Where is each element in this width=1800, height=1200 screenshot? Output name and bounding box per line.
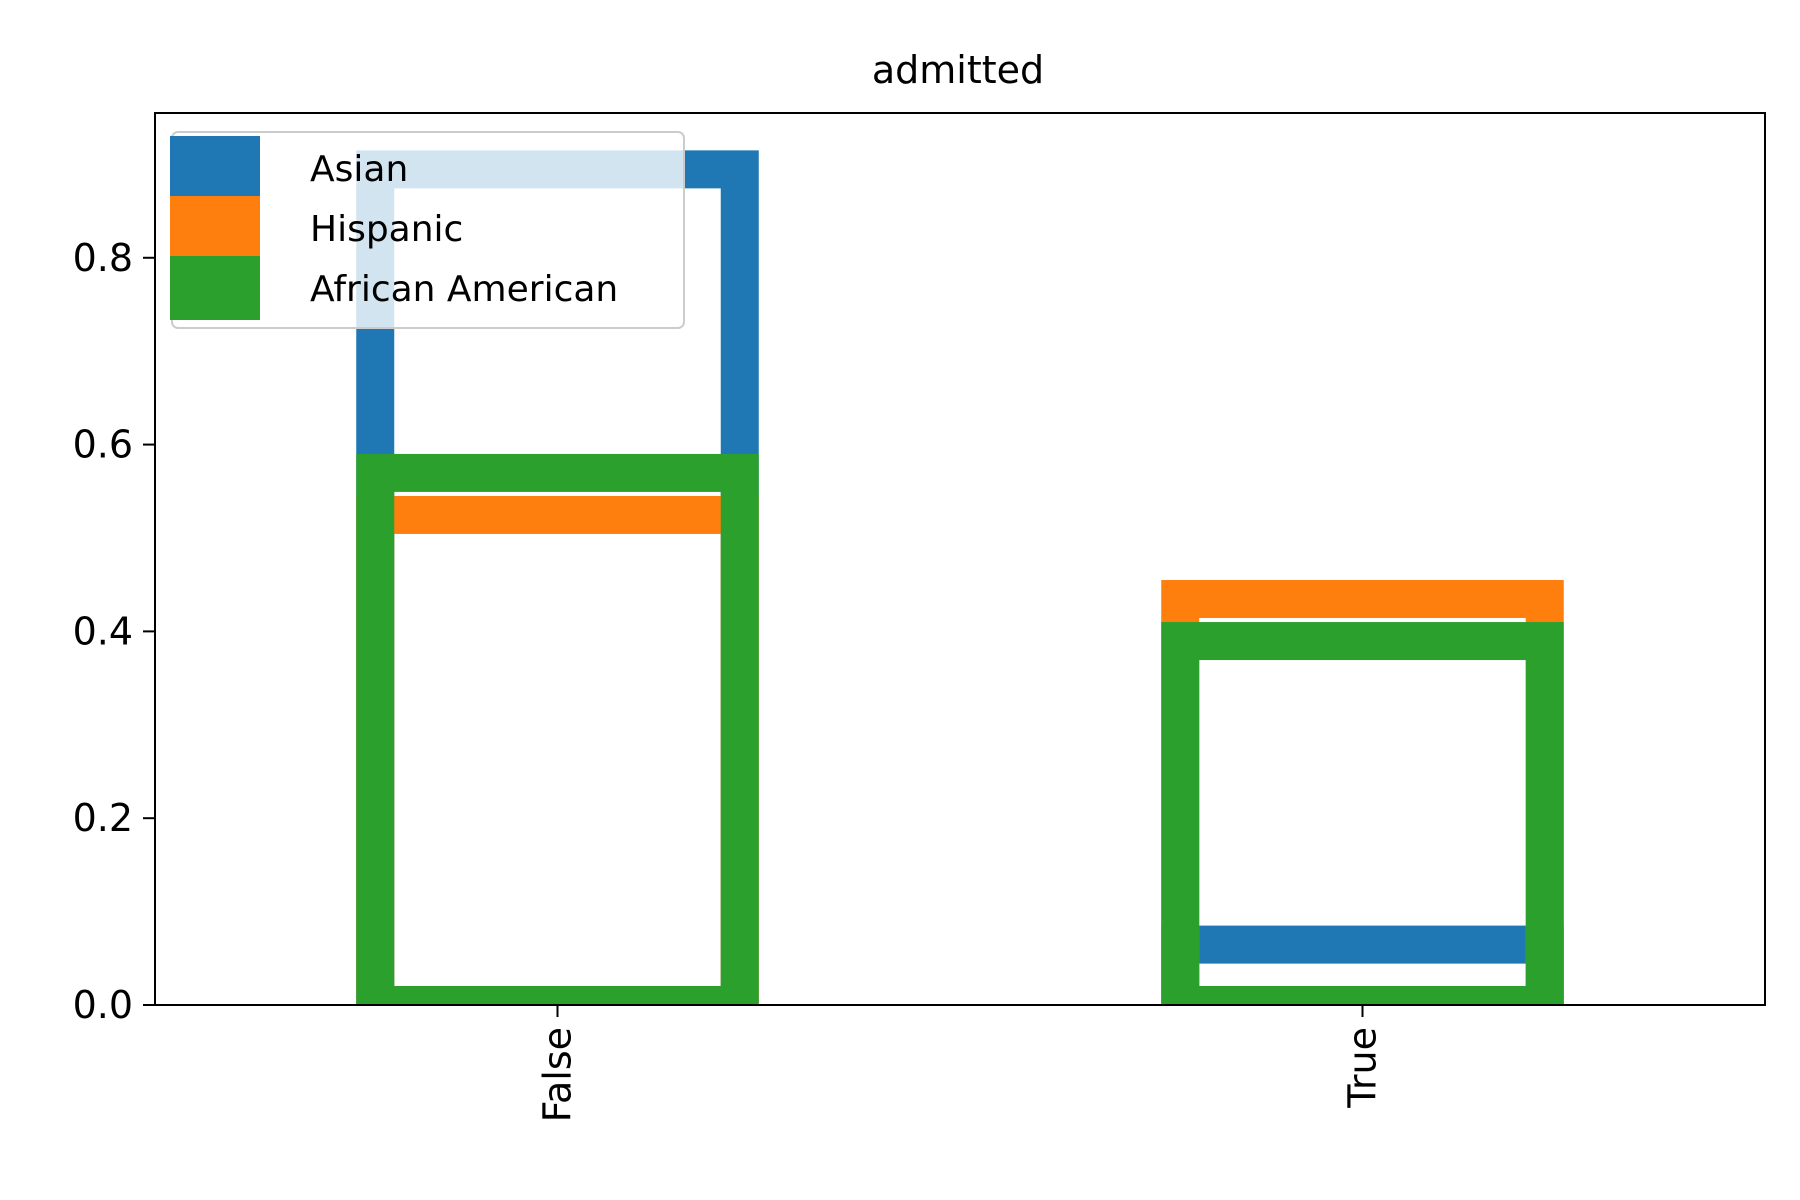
legend-label-hispanic: Hispanic [310,209,463,250]
plot-frame [154,112,1766,1006]
y-tick-label: 0.0 [73,983,133,1027]
legend-swatch-hispanic [170,196,260,260]
legend-swatch-asian [170,136,260,200]
y-tick-label: 0.4 [73,609,133,653]
bar-african-american-false [356,453,759,1005]
legend-swatch-african-american [170,256,260,320]
x-tick-label-false: False [536,1027,580,1122]
y-tick-label: 0.8 [73,236,133,280]
y-tick-label: 0.6 [73,423,133,467]
legend-label-african-american: African American [310,269,618,310]
bar-african-american-true [1161,622,1564,1005]
legend-label-asian: Asian [310,149,408,190]
y-axis: 0.0 0.2 0.4 0.6 0.8 [73,236,155,1027]
x-axis: False True [536,1005,1385,1122]
x-tick-label-true: True [1341,1027,1385,1109]
chart-title: admitted [872,48,1044,92]
y-tick-label: 0.2 [73,796,133,840]
legend: Asian Hispanic African American [170,131,685,329]
